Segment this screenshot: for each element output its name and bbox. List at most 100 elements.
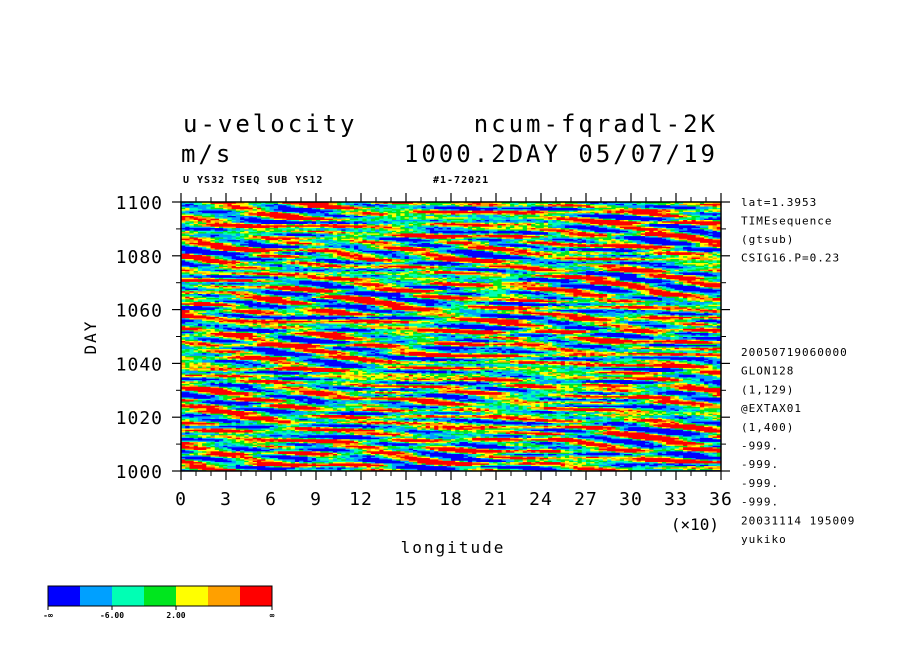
heatmap-cell — [345, 383, 351, 386]
heatmap-cell — [181, 440, 199, 442]
heatmap-cell — [488, 405, 494, 407]
heatmap-cell — [345, 372, 355, 375]
heatmap-cell — [619, 410, 625, 413]
heatmap-cell — [564, 444, 574, 446]
heatmap-cell — [303, 414, 309, 417]
heatmap-cell — [526, 450, 532, 453]
heatmap-cell — [332, 437, 380, 440]
heatmap-cell — [501, 441, 507, 444]
heatmap-cell — [362, 382, 376, 385]
heatmap-cell — [252, 429, 266, 432]
heatmap-cell — [704, 364, 709, 367]
heatmap-cell — [552, 383, 557, 386]
heatmap-cell — [695, 464, 701, 467]
heatmap-cell — [370, 423, 376, 426]
heatmap-cell — [189, 368, 195, 371]
heatmap-cell — [197, 368, 212, 371]
heatmap-cell — [252, 430, 258, 433]
heatmap-cell — [497, 461, 503, 464]
heatmap-cell — [353, 384, 359, 387]
heatmap-cell — [328, 395, 338, 398]
heatmap-cell — [379, 418, 389, 421]
heatmap-cell — [590, 366, 595, 368]
heatmap-cell — [341, 391, 351, 394]
heatmap-cell — [526, 366, 532, 368]
heatmap-cell — [708, 413, 714, 416]
heatmap-cell — [210, 402, 262, 405]
heatmap-cell — [678, 399, 684, 402]
heatmap-cell — [299, 414, 304, 417]
heatmap-cell — [674, 456, 680, 459]
heatmap-cell — [602, 402, 608, 405]
heatmap-cell — [193, 397, 212, 399]
heatmap-cell — [716, 450, 722, 453]
heatmap-cell — [214, 364, 220, 367]
heatmap-cell — [303, 394, 309, 397]
heatmap-cell — [446, 423, 469, 426]
heatmap-cell — [227, 444, 233, 446]
heatmap-cell — [244, 464, 249, 467]
heatmap-cell — [510, 399, 515, 402]
heatmap-cell — [564, 366, 570, 368]
heatmap-cell — [404, 371, 418, 374]
heatmap-cell — [623, 378, 633, 381]
heatmap-cell — [661, 454, 667, 457]
heatmap-cell — [552, 391, 557, 394]
heatmap-cell — [442, 391, 456, 394]
heatmap-cell — [657, 402, 663, 405]
heatmap-cell — [446, 427, 452, 430]
heatmap-cell — [256, 366, 262, 368]
heatmap-cell — [231, 450, 237, 453]
heatmap-cell — [459, 384, 465, 387]
heatmap-cell — [602, 386, 608, 389]
heatmap-cell — [708, 372, 722, 375]
heatmap-cell — [501, 464, 507, 467]
heatmap-cell — [539, 423, 545, 426]
heatmap-cell — [417, 433, 422, 436]
heatmap-cell — [564, 454, 570, 457]
heatmap-cell — [480, 388, 486, 391]
heatmap-cell — [223, 440, 233, 442]
heatmap-cell — [438, 437, 444, 440]
heatmap-cell — [290, 421, 296, 424]
heatmap-cell — [408, 423, 414, 426]
heatmap-cell — [691, 413, 697, 416]
heatmap-cell — [244, 421, 249, 424]
heatmap-cell — [619, 376, 625, 379]
heatmap-cell — [560, 397, 566, 399]
heatmap-cell — [661, 418, 667, 421]
heatmap-cell — [602, 457, 608, 460]
heatmap-cell — [442, 397, 469, 399]
heatmap-cell — [261, 403, 271, 406]
heatmap-cell — [366, 418, 372, 421]
heatmap-cell — [548, 445, 557, 448]
heatmap-cell — [408, 364, 418, 367]
heatmap-cell — [531, 452, 541, 455]
heatmap-cell — [256, 411, 266, 414]
heatmap-cell — [581, 461, 587, 464]
heatmap-cell — [695, 391, 701, 394]
heatmap-cell — [387, 398, 435, 401]
heatmap-cell — [413, 406, 418, 409]
heatmap-cell — [299, 434, 309, 437]
heatmap-cell — [611, 450, 617, 453]
heatmap-cell — [598, 378, 604, 381]
heatmap-cell — [240, 366, 245, 368]
heatmap-cell — [556, 409, 574, 411]
heatmap-cell — [341, 456, 347, 459]
heatmap-cell — [358, 446, 380, 449]
heatmap-cell — [598, 418, 608, 421]
heatmap-cell — [252, 460, 262, 463]
heatmap-cell — [645, 421, 650, 424]
heatmap-cell — [425, 406, 431, 409]
heatmap-cell — [387, 407, 393, 410]
heatmap-cell — [581, 460, 587, 463]
heatmap-cell — [657, 433, 663, 436]
heatmap-cell — [602, 423, 608, 426]
heatmap-cell — [235, 440, 241, 442]
heatmap-cell — [712, 445, 722, 448]
heatmap-cell — [611, 465, 617, 468]
heatmap-cell — [294, 429, 300, 432]
heatmap-cell — [657, 411, 663, 414]
heatmap-cell — [214, 395, 220, 398]
